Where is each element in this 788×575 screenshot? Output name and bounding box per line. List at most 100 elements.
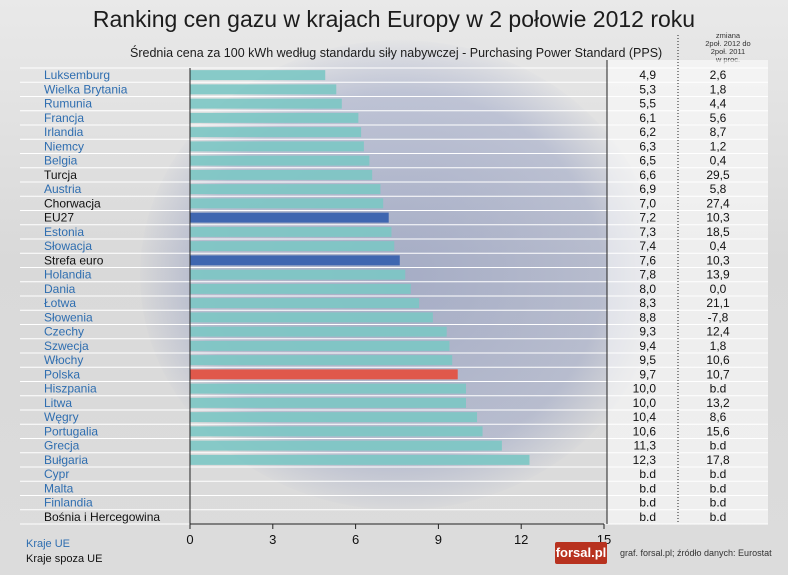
country-label: Rumunia — [44, 97, 92, 111]
change-label: b.d — [710, 467, 727, 481]
data-bar — [190, 141, 364, 152]
data-bar — [190, 241, 395, 252]
value-label: b.d — [639, 481, 656, 495]
data-bar — [190, 212, 389, 223]
change-label: 8,7 — [710, 125, 727, 139]
value-label: 11,3 — [634, 439, 657, 453]
country-label: Łotwa — [44, 296, 76, 310]
data-bar — [190, 269, 406, 280]
country-label: Czechy — [44, 325, 84, 339]
data-bar — [190, 84, 337, 95]
change-label: 1,8 — [710, 339, 727, 353]
value-label: 6,6 — [639, 168, 656, 182]
change-label: 13,9 — [706, 268, 730, 282]
value-label: 10,4 — [633, 410, 657, 424]
data-bar — [190, 440, 502, 451]
data-bar — [190, 226, 392, 237]
country-label: EU27 — [44, 211, 74, 225]
value-label: 5,5 — [639, 97, 656, 111]
value-label: 12,3 — [633, 453, 657, 467]
change-label: 10,3 — [706, 211, 730, 225]
country-label: Włochy — [44, 353, 83, 367]
data-bar — [190, 298, 420, 309]
change-label: 10,7 — [706, 367, 730, 381]
value-label: 9,3 — [639, 325, 656, 339]
country-label: Słowenia — [44, 310, 93, 324]
change-label: 5,6 — [710, 111, 727, 125]
change-label: b.d — [710, 481, 727, 495]
value-label: 8,3 — [639, 296, 656, 310]
change-label: 4,4 — [710, 97, 727, 111]
value-label: 6,9 — [639, 182, 656, 196]
country-label: Hiszpania — [44, 382, 97, 396]
x-tick-label: 6 — [352, 532, 359, 547]
data-bar — [190, 198, 384, 209]
data-bar — [190, 112, 359, 123]
data-bar — [190, 340, 450, 351]
data-bar — [190, 127, 362, 138]
country-label: Luksemburg — [44, 68, 110, 82]
country-label: Francja — [44, 111, 84, 125]
country-label: Węgry — [44, 410, 79, 424]
change-label: 21,1 — [706, 296, 730, 310]
country-label: Austria — [44, 182, 82, 196]
country-label: Portugalia — [44, 424, 98, 438]
change-label: 0,4 — [710, 239, 727, 253]
value-label: 9,5 — [639, 353, 656, 367]
data-bar — [190, 283, 411, 294]
value-label: 9,4 — [639, 339, 656, 353]
data-bar — [190, 412, 478, 423]
change-label: b.d — [710, 496, 727, 510]
data-bar — [190, 70, 326, 81]
country-label: Estonia — [44, 225, 84, 239]
country-label: Słowacja — [44, 239, 92, 253]
source-credit: graf. forsal.pl; źródło danych: Eurostat — [620, 548, 772, 558]
value-label: 8,0 — [639, 282, 656, 296]
change-label: b.d — [710, 439, 727, 453]
change-header-line: w proc. — [715, 55, 741, 64]
change-label: 29,5 — [706, 168, 730, 182]
value-label: 6,2 — [639, 125, 656, 139]
value-label: 6,1 — [639, 111, 656, 125]
value-label: b.d — [639, 496, 656, 510]
value-label: 5,3 — [639, 82, 656, 96]
change-label: 18,5 — [706, 225, 730, 239]
country-label: Polska — [44, 367, 80, 381]
country-label: Dania — [44, 282, 76, 296]
change-label: -7,8 — [708, 310, 729, 324]
change-label: 10,6 — [706, 353, 730, 367]
value-label: 10,0 — [633, 382, 657, 396]
data-bar — [190, 326, 447, 337]
change-label: 12,4 — [706, 325, 730, 339]
change-label: 27,4 — [706, 196, 730, 210]
value-label: 7,4 — [639, 239, 656, 253]
value-label: 7,2 — [639, 211, 656, 225]
value-label: 7,3 — [639, 225, 656, 239]
data-bar — [190, 426, 483, 437]
forsal-logo: forsal.pl — [555, 542, 607, 564]
value-label: 10,0 — [633, 396, 657, 410]
country-label: Cypr — [44, 467, 69, 481]
x-tick-label: 12 — [514, 532, 528, 547]
data-bar — [190, 98, 342, 109]
value-label: 8,8 — [639, 310, 656, 324]
value-label: 10,6 — [633, 424, 657, 438]
country-label: Wielka Brytania — [44, 82, 128, 96]
change-label: 15,6 — [706, 424, 730, 438]
chart-title: Ranking cen gazu w krajach Europy w 2 po… — [92, 6, 696, 32]
country-label: Finlandia — [44, 496, 93, 510]
value-label: 9,7 — [639, 367, 656, 381]
change-column-header: zmiana 2poł. 2012 do 2poł. 2011 w proc. — [688, 32, 768, 64]
country-label: Malta — [44, 481, 74, 495]
change-label: 8,6 — [710, 410, 727, 424]
change-label: 0,0 — [710, 282, 727, 296]
change-label: 17,8 — [706, 453, 730, 467]
value-table-background — [607, 60, 768, 524]
change-label: b.d — [710, 382, 727, 396]
value-label: 7,6 — [639, 253, 656, 267]
data-bar — [190, 397, 466, 408]
data-bar — [190, 383, 466, 394]
data-bar — [190, 155, 370, 166]
change-label: 0,4 — [710, 154, 727, 168]
